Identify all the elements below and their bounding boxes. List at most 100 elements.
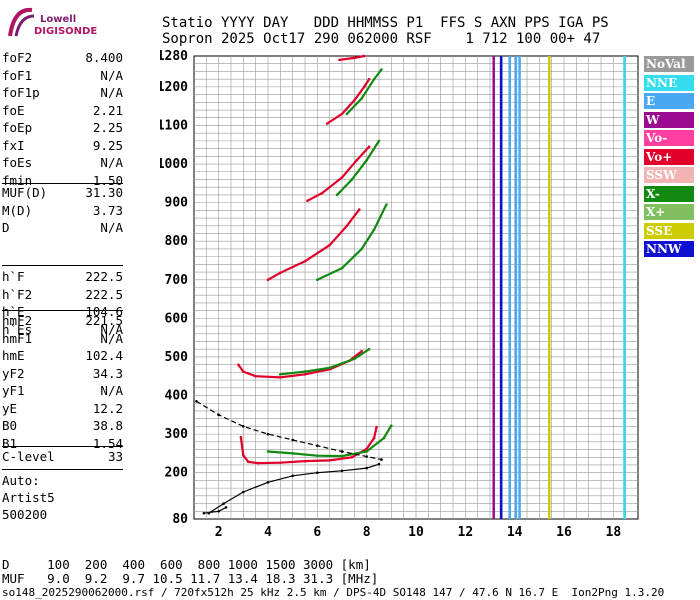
- data-point: [353, 99, 356, 102]
- data-point: [380, 458, 383, 461]
- header-row-labels: Statio YYYY DAY DDD HHMMSS P1 FFS S AXN …: [162, 15, 609, 31]
- data-point: [256, 461, 260, 465]
- x-tick-label: 4: [264, 525, 272, 540]
- data-point: [279, 271, 282, 275]
- param-key: fxI: [2, 137, 25, 153]
- auto-label: Auto:: [2, 473, 40, 488]
- footer-file-info: so148_2025290062000.rsf / 720fx512h 25 k…: [2, 586, 665, 599]
- data-point: [367, 347, 371, 351]
- data-point: [254, 374, 257, 378]
- y-tick-label: 700: [165, 273, 189, 288]
- param-value: 33: [107, 449, 123, 464]
- data-point: [350, 178, 354, 181]
- param-key: foEs: [2, 155, 33, 170]
- param-key: foF2: [2, 50, 33, 65]
- param-value: 31.30: [85, 185, 123, 200]
- data-point: [242, 490, 245, 494]
- ionogram-chart: 80 200 300 400 500 600 700 800 900 1000 1100 1200 12…: [160, 50, 639, 540]
- y-tick-label: 1000: [160, 157, 188, 172]
- param-value: 3.73: [92, 202, 123, 218]
- data-point: [340, 176, 344, 179]
- data-point: [360, 97, 364, 100]
- param-value: 222.5: [85, 269, 123, 284]
- data-point: [367, 77, 371, 81]
- param-key: h`F2: [2, 286, 33, 302]
- logo-text-digisonde: DIGISONDE: [34, 26, 98, 37]
- data-point: [224, 506, 228, 509]
- param-value: 2.25: [92, 120, 123, 135]
- y-tick-label: 80: [172, 512, 188, 527]
- y-tick-label: 1100: [160, 118, 188, 133]
- data-point: [365, 158, 368, 162]
- artist-code: 500200: [2, 507, 48, 522]
- data-point: [291, 438, 294, 442]
- separator: [2, 310, 123, 311]
- param-row-foes: foEs N/A: [2, 155, 123, 173]
- logo-mark: [8, 7, 35, 37]
- param-key: hmE: [2, 348, 25, 363]
- param-key: h`E: [2, 304, 25, 319]
- param-value: 38.8: [92, 418, 123, 433]
- data-point: [328, 366, 331, 370]
- param-key: foE: [2, 102, 25, 118]
- y-tick-label: 500: [165, 350, 189, 365]
- data-point: [367, 145, 371, 148]
- data-point: [365, 466, 368, 470]
- param-row-hmf2: hmF2 221.5: [2, 313, 123, 331]
- param-key: hmF1: [2, 330, 33, 346]
- x-tick-label: 14: [507, 525, 523, 540]
- footer-muf-row: MUF 9.0 9.2 9.7 10.5 11.7 13.4 18.3 31.3…: [2, 571, 379, 586]
- y-tick-label: 900: [165, 196, 189, 211]
- data-point: [266, 278, 270, 282]
- data-point: [353, 357, 356, 361]
- data-point: [279, 461, 282, 464]
- digisonde-logo: Lowell DIGISONDE: [6, 6, 97, 42]
- y-tick-label: 600: [165, 311, 189, 326]
- data-point: [360, 349, 364, 353]
- param-row-fof1: foF1 N/A: [2, 68, 123, 86]
- data-point: [242, 425, 245, 428]
- param-value: 8.400: [85, 50, 123, 65]
- param-row-fof1p: foF1p N/A: [2, 85, 123, 103]
- data-point: [316, 471, 319, 475]
- param-row-yf2: yF2 34.3: [2, 366, 123, 384]
- separator: [2, 265, 123, 266]
- data-point: [266, 432, 270, 436]
- data-point: [345, 224, 349, 228]
- data-point: [362, 54, 366, 58]
- param-value: 9.25: [92, 137, 123, 153]
- param-key: foF1: [2, 67, 33, 83]
- legend-item-nne: NNE: [644, 74, 694, 91]
- data-point: [350, 455, 354, 459]
- footer-distance-row: D 100 200 400 600 800 1000 1500 3000 [km…: [2, 557, 371, 572]
- y-tick-label: 300: [165, 427, 189, 442]
- data-point: [377, 462, 381, 466]
- data-point: [202, 511, 206, 515]
- y-tick-label: 400: [165, 389, 189, 404]
- data-point: [316, 454, 319, 458]
- data-point: [306, 199, 309, 202]
- data-point: [291, 474, 294, 478]
- data-point: [372, 77, 376, 81]
- x-tick-label: 18: [606, 525, 622, 540]
- y-tick-label: 800: [165, 234, 189, 249]
- data-point: [362, 85, 366, 89]
- data-point: [365, 455, 368, 458]
- param-key: MUF(D): [2, 185, 48, 200]
- data-point: [237, 363, 240, 366]
- param-row-fxi: fxI 9.25: [2, 138, 123, 156]
- param-row-hes: h`Es N/A: [2, 322, 123, 340]
- legend-item-e: E: [644, 93, 694, 109]
- data-point: [242, 454, 245, 457]
- data-point: [377, 139, 381, 143]
- param-value: N/A: [100, 330, 123, 346]
- data-point: [328, 459, 331, 462]
- data-point: [279, 376, 282, 379]
- param-value: N/A: [100, 321, 123, 337]
- param-row-foe: foE 2.21: [2, 103, 123, 121]
- param-key: M(D): [2, 202, 33, 218]
- data-point: [328, 243, 331, 247]
- data-point: [382, 436, 386, 440]
- data-point: [217, 509, 220, 513]
- param-value: N/A: [100, 383, 123, 398]
